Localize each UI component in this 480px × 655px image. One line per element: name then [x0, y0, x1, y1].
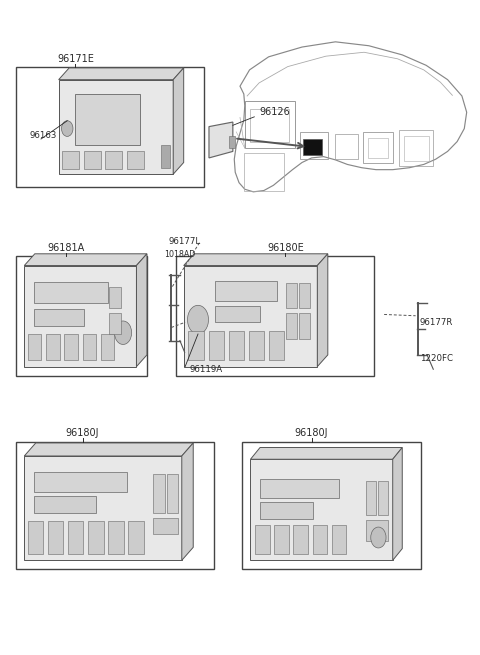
Bar [109, 313, 120, 334]
Bar [245, 101, 295, 148]
Bar [127, 151, 144, 169]
Bar [184, 265, 317, 367]
Circle shape [371, 527, 386, 548]
Bar [62, 151, 79, 169]
Bar [299, 283, 310, 308]
Bar [215, 280, 277, 301]
Bar [275, 525, 288, 554]
Bar [249, 331, 264, 360]
Bar [34, 496, 96, 514]
Text: 96177L: 96177L [168, 237, 201, 246]
Bar [88, 521, 104, 554]
Text: 96171E: 96171E [57, 54, 94, 64]
Polygon shape [24, 443, 193, 456]
Bar [336, 134, 359, 159]
Bar [244, 153, 284, 191]
Bar [332, 525, 346, 554]
Bar [229, 136, 235, 148]
Bar [48, 521, 63, 554]
Bar [378, 481, 388, 515]
Bar [189, 331, 204, 360]
Bar [161, 145, 170, 168]
Bar [363, 132, 393, 163]
Bar [299, 313, 310, 339]
Bar [34, 472, 127, 492]
Bar [251, 109, 288, 141]
Bar [24, 265, 136, 367]
Bar [24, 456, 182, 560]
Bar [215, 306, 260, 322]
Circle shape [115, 321, 132, 345]
Bar [34, 282, 108, 303]
Text: 96181A: 96181A [47, 243, 84, 253]
Bar [68, 521, 84, 554]
Bar [228, 331, 244, 360]
Polygon shape [317, 253, 328, 367]
Bar [368, 138, 388, 158]
Text: 96119A: 96119A [190, 365, 223, 375]
Polygon shape [24, 253, 147, 265]
Text: 96126: 96126 [259, 107, 290, 117]
Bar [64, 334, 78, 360]
Polygon shape [182, 443, 193, 560]
Bar [269, 331, 284, 360]
Bar [83, 334, 96, 360]
Circle shape [61, 121, 73, 136]
Bar [168, 474, 178, 514]
Bar [208, 331, 224, 360]
Bar [108, 521, 123, 554]
Bar [293, 525, 308, 554]
Text: 96180J: 96180J [295, 428, 328, 438]
Text: 96180E: 96180E [267, 243, 304, 253]
Polygon shape [393, 447, 402, 560]
Bar [109, 287, 120, 308]
Text: 96180J: 96180J [66, 428, 99, 438]
Bar [312, 525, 327, 554]
Text: 1018AD: 1018AD [165, 250, 196, 259]
Bar [128, 521, 144, 554]
Bar [46, 334, 60, 360]
Bar [286, 313, 297, 339]
Bar [399, 130, 433, 166]
Bar [251, 459, 393, 560]
Bar [16, 441, 214, 569]
Text: 1220FC: 1220FC [420, 354, 453, 364]
Bar [34, 309, 84, 326]
Polygon shape [59, 68, 184, 80]
Bar [300, 132, 328, 159]
Bar [366, 481, 376, 515]
Bar [28, 334, 41, 360]
Text: 96163: 96163 [29, 130, 57, 140]
Bar [16, 255, 147, 377]
Bar [303, 139, 322, 155]
Bar [59, 80, 173, 174]
Polygon shape [251, 447, 402, 459]
Bar [106, 151, 122, 169]
Bar [176, 255, 373, 377]
Bar [255, 525, 270, 554]
Bar [260, 502, 312, 519]
Bar [101, 334, 114, 360]
Polygon shape [136, 253, 147, 367]
Bar [153, 474, 165, 514]
Bar [84, 151, 101, 169]
Bar [16, 67, 204, 187]
Circle shape [188, 305, 208, 334]
Bar [75, 94, 140, 145]
Polygon shape [184, 253, 328, 265]
Text: 96177R: 96177R [420, 318, 453, 327]
Polygon shape [209, 122, 233, 158]
Polygon shape [173, 68, 184, 174]
Bar [260, 479, 339, 498]
Bar [153, 518, 178, 534]
Bar [404, 136, 429, 160]
Bar [28, 521, 43, 554]
Bar [286, 283, 297, 308]
Bar [242, 441, 421, 569]
Bar [366, 520, 388, 541]
